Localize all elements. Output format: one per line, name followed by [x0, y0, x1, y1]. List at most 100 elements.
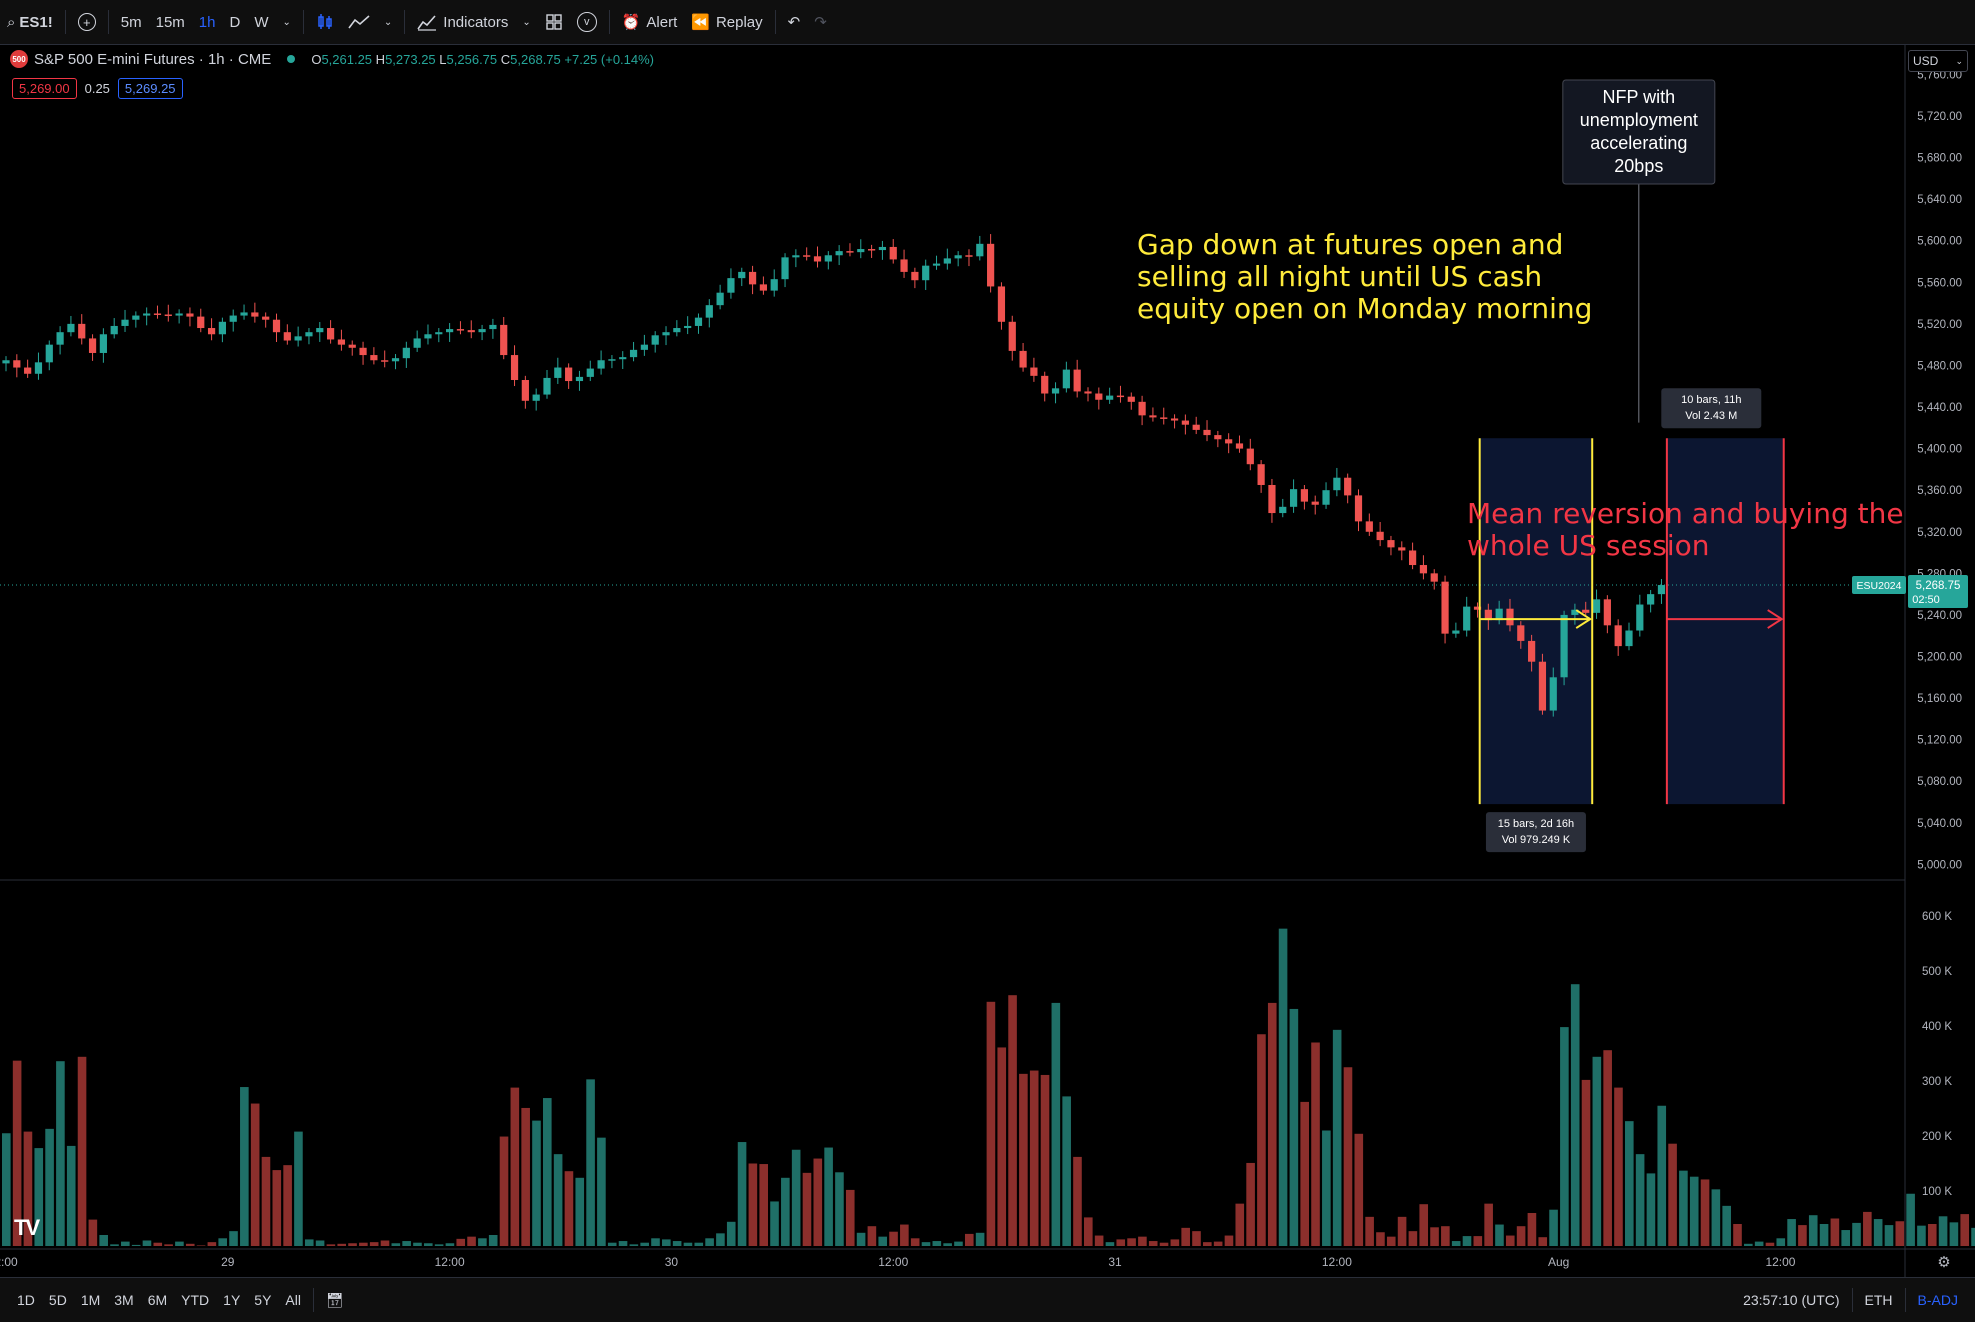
replay-button[interactable]: ⏪ Replay [684, 0, 769, 44]
time-tick-label: 12:00 [1765, 1255, 1795, 1269]
candle-body [435, 332, 443, 335]
divider [1904, 1288, 1906, 1312]
volume-bar [294, 1131, 303, 1246]
undo-button[interactable]: ↶ [781, 0, 808, 44]
volume-bar [1873, 1219, 1883, 1246]
volume-bar [1646, 1173, 1656, 1246]
interval-1h[interactable]: 1h [198, 13, 216, 31]
alarm-clock-icon: ⏰ [621, 14, 641, 31]
alert-button[interactable]: ⏰ Alert [615, 0, 685, 44]
alert-label: Alert [646, 13, 678, 31]
volume-bar [1733, 1224, 1742, 1246]
range-1m[interactable]: 1M [80, 1292, 101, 1308]
range-6m[interactable]: 6M [147, 1292, 168, 1308]
adjustment-toggle[interactable]: B-ADJ [1917, 1292, 1958, 1308]
volume-bar [921, 1242, 931, 1246]
volume-bar [1441, 1226, 1450, 1246]
chart-type-button[interactable] [309, 0, 341, 44]
range-1d[interactable]: 1D [17, 1292, 35, 1308]
volume-bar [1343, 1067, 1353, 1246]
range-info-label-text: Vol 2.43 M [1685, 410, 1737, 422]
range-5y[interactable]: 5Y [254, 1292, 272, 1308]
volume-bar [142, 1240, 152, 1246]
volume-bar [1419, 1204, 1429, 1246]
range-info-label-box [1661, 388, 1762, 429]
volume-bar [153, 1242, 163, 1246]
candle-body [813, 256, 822, 262]
bid-price[interactable]: 5,269.00 [12, 78, 77, 99]
candle-body [748, 271, 757, 285]
price-chart[interactable]: 5,760.00 5,720.00 5,680.00 5,640.00 5,600.00… [0, 44, 1975, 1277]
ohlc-values: O5,261.25 H5,273.25 L5,256.75 C5,268.75 … [311, 51, 655, 67]
candle-body [1062, 369, 1070, 389]
volume-bar [770, 1201, 779, 1246]
symbol-title[interactable]: S&P 500 E-mini Futures · 1h · CME [34, 50, 272, 68]
interval-w[interactable]: W [254, 13, 269, 31]
volume-bar [597, 1137, 606, 1246]
interval-5m[interactable]: 5m [120, 13, 142, 31]
range-1y[interactable]: 1Y [223, 1292, 241, 1308]
indicators-dropdown[interactable]: ⌄ [515, 0, 537, 44]
price-tick-label: 5,440.00 [1917, 402, 1962, 414]
currency-selector[interactable]: USD ⌄ [1908, 50, 1968, 72]
redo-button[interactable]: ↷ [807, 0, 834, 44]
candle-body [45, 344, 53, 363]
candle-body [900, 259, 908, 272]
goto-date-button[interactable]: 📅︎ [319, 1278, 351, 1322]
candle-body [1300, 489, 1308, 502]
spread-value: 0.25 [84, 81, 110, 96]
candle-body [13, 360, 21, 368]
high-value: 5,273.25 [385, 51, 436, 67]
candle-body [1463, 606, 1471, 631]
symbol-price-tag-text: ESU2024 [1857, 580, 1902, 592]
interval-15m[interactable]: 15m [155, 13, 185, 31]
settings-icon: ⚙ [1937, 1254, 1950, 1271]
volume-bar [791, 1149, 801, 1246]
range-all[interactable]: All [285, 1292, 301, 1308]
callout-box [1562, 79, 1716, 185]
volume-bar [813, 1158, 823, 1246]
candle-body [67, 323, 75, 333]
time-tick-label: 12:00 [878, 1255, 908, 1269]
indicators-button[interactable]: Indicators [410, 0, 515, 44]
divider [1851, 1288, 1853, 1312]
candle-body [835, 251, 843, 256]
bid-ask-quotes: 5,269.00 0.25 5,269.25 [12, 78, 183, 99]
add-symbol-button[interactable]: + [71, 0, 103, 44]
volume-bar [845, 1189, 855, 1246]
utc-time[interactable]: 23:57:10 (UTC) [1743, 1292, 1840, 1308]
volume-bar [564, 1171, 574, 1246]
chart-type-dropdown[interactable]: ⌄ [377, 0, 399, 44]
volume-bar [1430, 1227, 1439, 1246]
volume-bar [726, 1221, 736, 1246]
candle-body [1528, 640, 1536, 662]
volume-bar [1192, 1231, 1201, 1246]
session-toggle[interactable]: ETH [1864, 1292, 1893, 1308]
symbol-label: ES1! [19, 13, 53, 31]
candle-body [543, 377, 551, 395]
candle-body [868, 249, 876, 251]
interval-dropdown[interactable]: ⌄ [276, 0, 298, 44]
candle-body [846, 251, 854, 253]
layouts-button[interactable] [538, 0, 570, 44]
candle-body [922, 265, 930, 281]
range-3m[interactable]: 3M [114, 1292, 134, 1308]
candle-body [1106, 395, 1114, 400]
symbol-search-button[interactable]: ⌕ ES1! [0, 0, 60, 44]
range-5d[interactable]: 5D [48, 1292, 67, 1308]
line-chart-button[interactable] [341, 0, 377, 44]
price-tick-label: 5,480.00 [1917, 360, 1962, 372]
v-button[interactable]: v [570, 0, 604, 44]
volume-bar [997, 1047, 1007, 1246]
candle-body [283, 332, 291, 341]
ask-price[interactable]: 5,269.25 [117, 78, 183, 99]
volume-bar [553, 1154, 563, 1246]
time-tick-label: 30 [665, 1255, 679, 1269]
range-ytd[interactable]: YTD [181, 1292, 210, 1308]
interval-d[interactable]: D [229, 13, 241, 31]
indicators-icon [417, 15, 437, 31]
time-tick-label: 29 [221, 1255, 235, 1269]
volume-tick-label: 100 K [1922, 1186, 1952, 1198]
candle-body [99, 334, 107, 353]
candle-body [716, 292, 724, 306]
